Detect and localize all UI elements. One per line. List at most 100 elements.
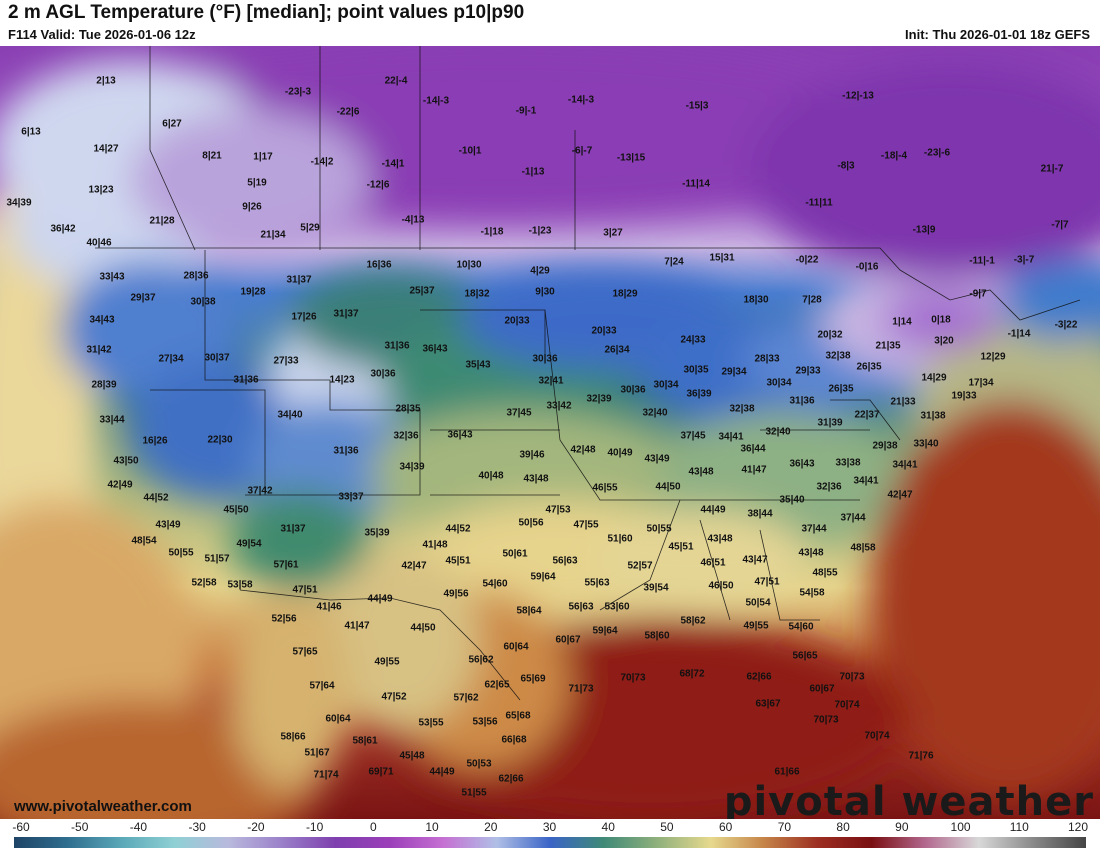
point-value: 58|66 [280, 731, 306, 743]
point-value: 42|47 [401, 560, 427, 572]
point-value: 24|33 [680, 334, 706, 346]
point-value: 35|40 [779, 494, 805, 506]
point-value: -1|14 [1007, 328, 1031, 340]
point-value: 30|37 [204, 352, 230, 364]
point-value: 69|71 [368, 766, 394, 778]
point-value: 27|33 [273, 355, 299, 367]
valid-time: F114 Valid: Tue 2026-01-06 12z [8, 27, 196, 42]
point-value: -14|2 [310, 156, 334, 168]
point-value: 18|32 [464, 288, 490, 300]
point-value: 34|39 [399, 461, 425, 473]
colorbar-gradient [14, 837, 1086, 848]
point-value: 36|43 [789, 458, 815, 470]
point-value: 59|64 [530, 571, 556, 583]
point-value: -1|13 [521, 166, 545, 178]
point-value: 49|56 [443, 588, 469, 600]
point-value: 70|74 [834, 699, 860, 711]
init-time: Init: Thu 2026-01-01 18z GEFS [905, 27, 1090, 42]
point-value: 36|39 [686, 388, 712, 400]
point-value: 28|33 [754, 353, 780, 365]
point-value: 29|37 [130, 292, 156, 304]
point-value: 28|35 [395, 403, 421, 415]
point-value: 33|40 [913, 438, 939, 450]
point-value: 44|49 [429, 766, 455, 778]
point-value: 25|37 [409, 285, 435, 297]
point-value: 48|55 [812, 567, 838, 579]
point-value: 47|52 [381, 691, 407, 703]
point-value: 31|36 [789, 395, 815, 407]
brand-url[interactable]: www.pivotalweather.com [14, 798, 192, 815]
point-value: 53|60 [604, 601, 630, 613]
temperature-field [0, 46, 1100, 819]
point-value: 6|13 [21, 126, 41, 138]
point-value: 53|56 [472, 716, 498, 728]
point-value: 41|46 [316, 601, 342, 613]
point-value: -4|13 [401, 214, 425, 226]
point-value: 59|64 [592, 625, 618, 637]
point-value: 33|42 [546, 400, 572, 412]
point-value: -14|-3 [567, 94, 595, 106]
point-value: 43|48 [688, 466, 714, 478]
point-value: 40|46 [86, 237, 112, 249]
point-value: 39|46 [519, 449, 545, 461]
point-value: 29|38 [872, 440, 898, 452]
point-value: -11|-1 [969, 255, 995, 267]
point-value: 31|37 [286, 274, 312, 286]
point-value: 21|35 [875, 340, 901, 352]
point-value: -12|6 [366, 179, 390, 191]
point-value: 31|37 [280, 523, 306, 535]
point-value: 51|55 [461, 787, 487, 799]
point-value: 58|62 [680, 615, 706, 627]
point-value: 56|65 [792, 650, 818, 662]
point-value: 21|-7 [1040, 163, 1064, 175]
point-value: -15|3 [685, 100, 709, 112]
colorbar-tick: 90 [895, 820, 909, 834]
colorbar-tick: 50 [660, 820, 674, 834]
point-value: 18|30 [743, 294, 769, 306]
point-value: 8|21 [202, 150, 222, 162]
point-value: 5|19 [247, 177, 267, 189]
point-value: 42|48 [570, 444, 596, 456]
colorbar-tick: 20 [484, 820, 498, 834]
point-value: 21|28 [149, 215, 175, 227]
temperature-map[interactable]: 2|13 -23|-3 22|-4 -14|-3 -22|6 -9|-1 -14|-3 -15… [0, 46, 1100, 819]
point-value: 20|32 [817, 329, 843, 341]
colorbar-tick: 120 [1067, 820, 1089, 834]
point-value: -10|1 [458, 145, 482, 157]
point-value: 0|18 [931, 314, 951, 326]
colorbar-tick: 80 [836, 820, 850, 834]
point-value: 50|54 [745, 597, 771, 609]
point-value: 20|33 [504, 315, 530, 327]
point-value: 30|36 [620, 384, 646, 396]
point-value: 33|37 [338, 491, 364, 503]
point-value: 44|49 [367, 593, 393, 605]
point-value: 3|27 [603, 227, 623, 239]
point-value: -3|-7 [1013, 254, 1035, 266]
point-value: 30|38 [190, 296, 216, 308]
point-value: -23|-6 [923, 147, 951, 159]
point-value: 60|64 [503, 641, 529, 653]
point-value: 47|51 [754, 576, 780, 588]
point-value: 37|44 [840, 512, 866, 524]
point-value: 55|63 [584, 577, 610, 589]
point-value: 60|67 [809, 683, 835, 695]
point-value: 16|36 [366, 259, 392, 271]
colorbar-tick: 100 [950, 820, 971, 834]
point-value: 34|39 [6, 197, 32, 209]
point-value: 42|49 [107, 479, 133, 491]
point-value: 31|39 [817, 417, 843, 429]
point-value: 66|68 [501, 734, 527, 746]
point-value: 34|40 [277, 409, 303, 421]
point-value: 43|48 [707, 533, 733, 545]
point-value: 50|53 [466, 758, 492, 770]
point-value: 52|57 [627, 560, 653, 572]
point-value: 27|34 [158, 353, 184, 365]
point-value: 36|44 [740, 443, 766, 455]
point-value: 30|36 [532, 353, 558, 365]
point-value: 33|44 [99, 414, 125, 426]
point-value: 35|43 [465, 359, 491, 371]
point-value: 48|54 [131, 535, 157, 547]
point-value: -13|15 [616, 152, 646, 164]
point-value: 43|48 [523, 473, 549, 485]
point-value: 34|43 [89, 314, 115, 326]
